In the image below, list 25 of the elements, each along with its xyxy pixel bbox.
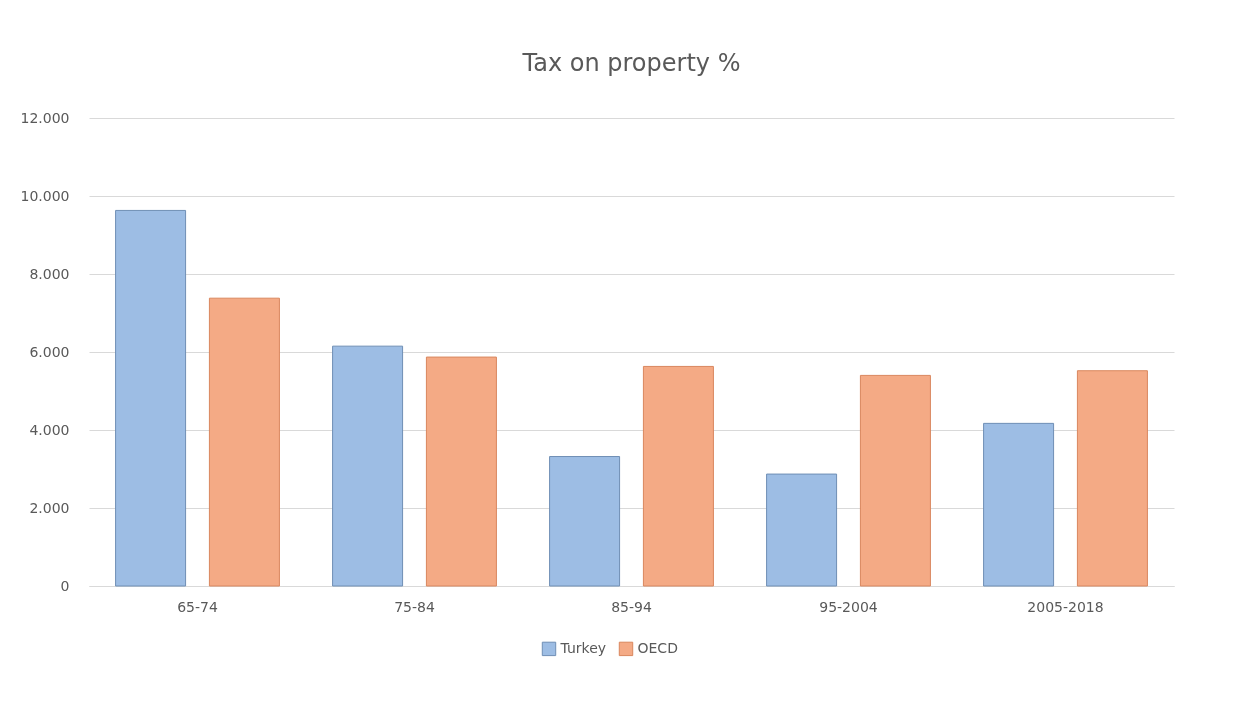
legend-label: OECD bbox=[637, 639, 678, 656]
bar bbox=[425, 356, 497, 587]
y-tick-label: 6.000 bbox=[29, 343, 70, 360]
y-tick-label: 8.000 bbox=[29, 265, 70, 282]
bar bbox=[115, 209, 187, 587]
bar bbox=[983, 422, 1055, 587]
x-tick-label: 75-84 bbox=[394, 598, 435, 615]
bar bbox=[1076, 370, 1148, 587]
y-tick-label: 4.000 bbox=[29, 421, 70, 438]
legend-label: Turkey bbox=[559, 639, 607, 656]
x-tick-label: 2005-2018 bbox=[1027, 598, 1104, 615]
y-tick-label: 2.000 bbox=[29, 499, 70, 516]
chart-title: Tax on property % bbox=[521, 49, 741, 77]
y-tick-label: 10.000 bbox=[20, 187, 70, 204]
bar bbox=[332, 345, 404, 587]
bar bbox=[859, 374, 931, 587]
bar bbox=[642, 365, 714, 587]
bar bbox=[766, 473, 838, 587]
bar bbox=[549, 456, 621, 587]
y-tick-label: 0 bbox=[60, 577, 70, 594]
x-tick-label: 65-74 bbox=[177, 598, 218, 615]
y-tick-label: 12.000 bbox=[20, 109, 70, 126]
bar bbox=[208, 297, 280, 587]
x-tick-label: 95-2004 bbox=[819, 598, 878, 615]
x-tick-label: 85-94 bbox=[611, 598, 652, 615]
